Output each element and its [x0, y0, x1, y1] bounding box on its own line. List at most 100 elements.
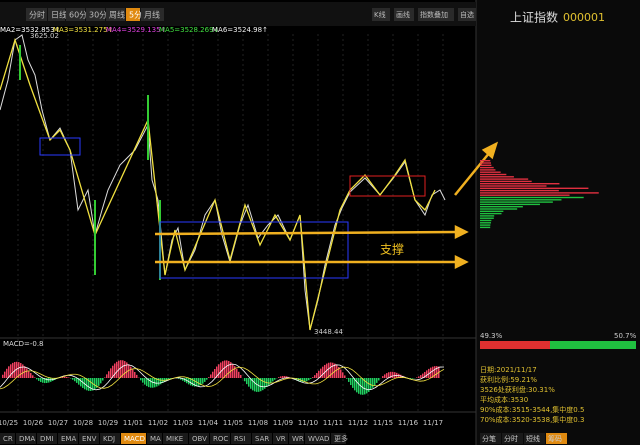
indicator-label[interactable]: DMA — [19, 435, 35, 443]
macd-bar — [104, 377, 106, 378]
indicator-tab[interactable] — [37, 433, 57, 444]
price-low: 3448.44 — [314, 328, 343, 336]
indicator-label[interactable]: MA — [150, 435, 161, 443]
period-button[interactable] — [106, 8, 125, 21]
date-label: 10/25 — [0, 419, 18, 427]
box — [39, 137, 81, 156]
profile-bar — [480, 203, 540, 206]
indicator-tab[interactable] — [252, 433, 272, 444]
macd-bar — [244, 378, 246, 382]
macd-bar — [416, 377, 418, 378]
macd-bar — [110, 368, 112, 378]
period-button[interactable] — [141, 8, 164, 21]
tool-label[interactable]: 指数叠加 — [420, 10, 448, 19]
indicator-tab[interactable] — [305, 433, 330, 444]
period-button[interactable] — [66, 8, 85, 21]
macd-bar — [218, 364, 220, 378]
indicator-tab[interactable] — [0, 433, 15, 444]
profile-bar — [480, 169, 496, 171]
tool-button[interactable] — [394, 8, 414, 21]
tool-label[interactable]: K线 — [374, 10, 386, 19]
indicator-label[interactable]: MACD — [124, 435, 145, 443]
indicator-label[interactable]: ROC — [213, 435, 228, 443]
indicator-tab[interactable] — [331, 433, 346, 444]
indicator-label[interactable]: OBV — [192, 435, 207, 443]
indicator-label[interactable]: VR — [276, 435, 286, 443]
macd-bar — [86, 378, 88, 391]
period-label[interactable]: 分时 — [29, 10, 45, 20]
period-button[interactable] — [48, 8, 65, 21]
indicator-tab[interactable] — [58, 433, 78, 444]
macd-bar — [140, 378, 142, 381]
macd-bar — [122, 360, 124, 378]
side-tab[interactable] — [524, 433, 545, 444]
indicator-tab[interactable] — [79, 433, 99, 444]
indicator-label[interactable]: KDJ — [103, 435, 115, 443]
side-tab[interactable] — [546, 433, 567, 444]
macd-bar — [260, 378, 262, 392]
macd-bar — [72, 378, 74, 380]
macd-bar — [156, 378, 158, 387]
tool-label[interactable]: 画线 — [396, 10, 410, 19]
macd-bar — [358, 378, 360, 394]
indicator-tab[interactable] — [147, 433, 162, 444]
indicator-tab[interactable] — [210, 433, 230, 444]
period-label[interactable]: 周线 — [109, 10, 125, 20]
period-label[interactable]: 30分 — [89, 11, 107, 20]
indicator-tab[interactable] — [163, 433, 188, 444]
indicator-label[interactable]: WR — [292, 435, 304, 443]
period-label[interactable]: 月线 — [144, 10, 160, 20]
macd-bar — [48, 378, 50, 383]
indicator-label[interactable]: RSI — [234, 435, 245, 443]
period-label[interactable]: 60分 — [69, 11, 87, 20]
macd-bar — [374, 378, 376, 386]
indicator-tab[interactable] — [16, 433, 36, 444]
tool-button[interactable] — [418, 8, 454, 21]
indicator-tab[interactable] — [121, 433, 146, 444]
macd-bar — [304, 378, 306, 382]
profile-bar — [480, 199, 562, 201]
tool-label[interactable]: 自选 — [460, 10, 474, 19]
tool-button[interactable] — [372, 8, 390, 21]
indicator-label[interactable]: DMI — [40, 435, 54, 443]
indicator-tab[interactable] — [231, 433, 251, 444]
macd-bar — [264, 378, 266, 389]
indicator-label[interactable]: WVAD — [308, 435, 329, 443]
indicator-label[interactable]: MIKE — [166, 435, 183, 443]
side-tab-label[interactable]: 筹码 — [548, 434, 562, 443]
info-line: 70%成本:3520-3538,集中度0.3 — [480, 415, 584, 424]
indicator-label[interactable]: CR — [3, 435, 13, 443]
profile-bar — [480, 166, 494, 169]
indicator-label[interactable]: EMA — [61, 435, 76, 443]
period-button[interactable] — [126, 8, 140, 21]
period-button[interactable] — [86, 8, 105, 21]
indicator-label[interactable]: SAR — [255, 435, 269, 443]
indicator-tab[interactable] — [100, 433, 120, 444]
macd-bar — [82, 378, 84, 388]
period-label[interactable]: 日线 — [51, 10, 67, 20]
macd-bar — [2, 374, 4, 378]
tool-button[interactable] — [458, 8, 476, 21]
side-tab-label[interactable]: 分笔 — [482, 434, 496, 443]
period-button[interactable] — [26, 8, 47, 21]
macd-bar — [6, 368, 8, 378]
indicator-tab[interactable] — [289, 433, 304, 444]
macd-bar — [220, 362, 222, 378]
macd-bar — [262, 378, 264, 391]
macd-bar — [62, 376, 64, 378]
side-tab-label[interactable]: 短线 — [526, 434, 540, 443]
indicator-tab[interactable] — [189, 433, 209, 444]
macd-bar — [208, 377, 210, 378]
indicator-label[interactable]: 更多 — [334, 434, 348, 443]
date-label: 11/16 — [398, 419, 419, 427]
period-label[interactable]: 5分 — [129, 11, 142, 20]
side-tab[interactable] — [480, 433, 501, 444]
macd-bar — [78, 378, 80, 385]
indicator-label[interactable]: ENV — [82, 435, 97, 443]
indicator-tab[interactable] — [273, 433, 288, 444]
macd-bar — [64, 376, 66, 378]
macd-bar — [240, 374, 242, 378]
ma-legend: MA4=3529.135↑ — [106, 26, 166, 34]
side-tab[interactable] — [502, 433, 523, 444]
side-tab-label[interactable]: 分时 — [504, 434, 518, 443]
